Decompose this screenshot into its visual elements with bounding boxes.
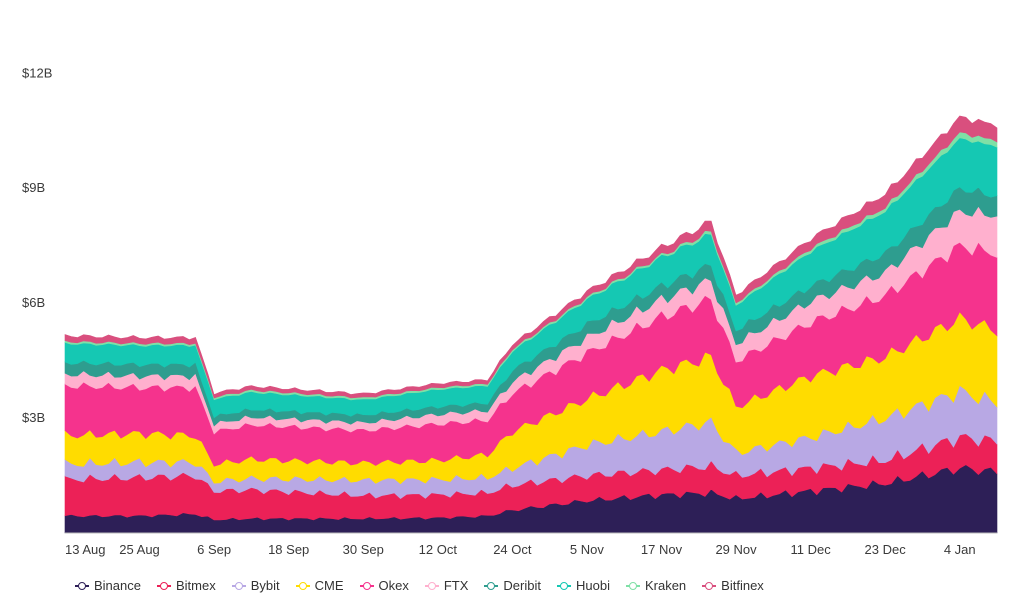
x-tick-label: 18 Sep [268,542,309,557]
legend-item-deribit[interactable]: Deribit [484,578,541,593]
legend-label: Bitmex [175,578,216,593]
legend-marker-icon [75,581,89,591]
area-series-bitfinex [64,115,998,399]
legend-marker-icon [484,581,499,591]
x-tick-label: 6 Sep [197,542,231,557]
y-tick-label: $9B [22,180,45,195]
legend-item-cme[interactable]: CME [295,578,344,593]
legend-item-binance[interactable]: Binance [75,578,141,593]
x-tick-label: 11 Dec [790,542,831,557]
legend-item-kraken[interactable]: Kraken [625,578,687,593]
legend-marker-icon [359,581,374,591]
legend-label: Deribit [503,578,541,593]
legend-item-ftx[interactable]: FTX [424,578,469,593]
y-tick-label: $12B [22,65,52,80]
y-axis-ticks: $3B $6B $9B $12B [22,65,52,425]
legend-marker-icon [295,581,310,591]
legend-label: Binance [94,578,141,593]
legend-label: CME [314,578,344,593]
legend-label: Kraken [644,578,687,593]
x-tick-label: 17 Nov [641,542,683,557]
legend-item-bitmex[interactable]: Bitmex [156,578,216,593]
legend-item-huobi[interactable]: Huobi [557,578,610,593]
y-tick-label: $6B [22,295,45,310]
legend-label: Huobi [576,578,610,593]
legend: Binance Bitmex Bybit CME Okex FTX Deribit Huobi… [75,578,764,593]
legend-marker-icon [424,581,439,591]
x-tick-label: 25 Aug [119,542,160,557]
x-tick-label: 23 Dec [865,542,907,557]
x-tick-label: 5 Nov [570,542,604,557]
legend-item-bybit[interactable]: Bybit [231,578,280,593]
legend-item-okex[interactable]: Okex [359,578,409,593]
series-areas [64,115,998,534]
legend-marker-icon [156,581,171,591]
x-tick-label: 30 Sep [343,542,384,557]
legend-label: Bybit [250,578,280,593]
stacked-area-chart: $3B $6B $9B $12B 13 Aug 25 Aug 6 Sep 18 Sep 30 … [22,65,998,557]
x-tick-label: 24 Oct [493,542,532,557]
legend-marker-icon [557,581,571,591]
x-axis-ticks: 13 Aug 25 Aug 6 Sep 18 Sep 30 Sep 12 Oct 24 Oc… [65,542,976,557]
x-tick-label: 29 Nov [715,542,757,557]
x-tick-label: 13 Aug [65,542,106,557]
legend-label: Okex [378,578,409,593]
legend-item-bitfinex[interactable]: Bitfinex [702,578,764,593]
legend-label: Bitfinex [721,578,764,593]
x-tick-label: 4 Jan [944,542,976,557]
legend-marker-icon [231,581,246,591]
legend-label: FTX [443,578,469,593]
y-tick-label: $3B [22,410,45,425]
x-tick-label: 12 Oct [419,542,458,557]
legend-marker-icon [625,581,640,591]
legend-marker-icon [702,581,717,591]
